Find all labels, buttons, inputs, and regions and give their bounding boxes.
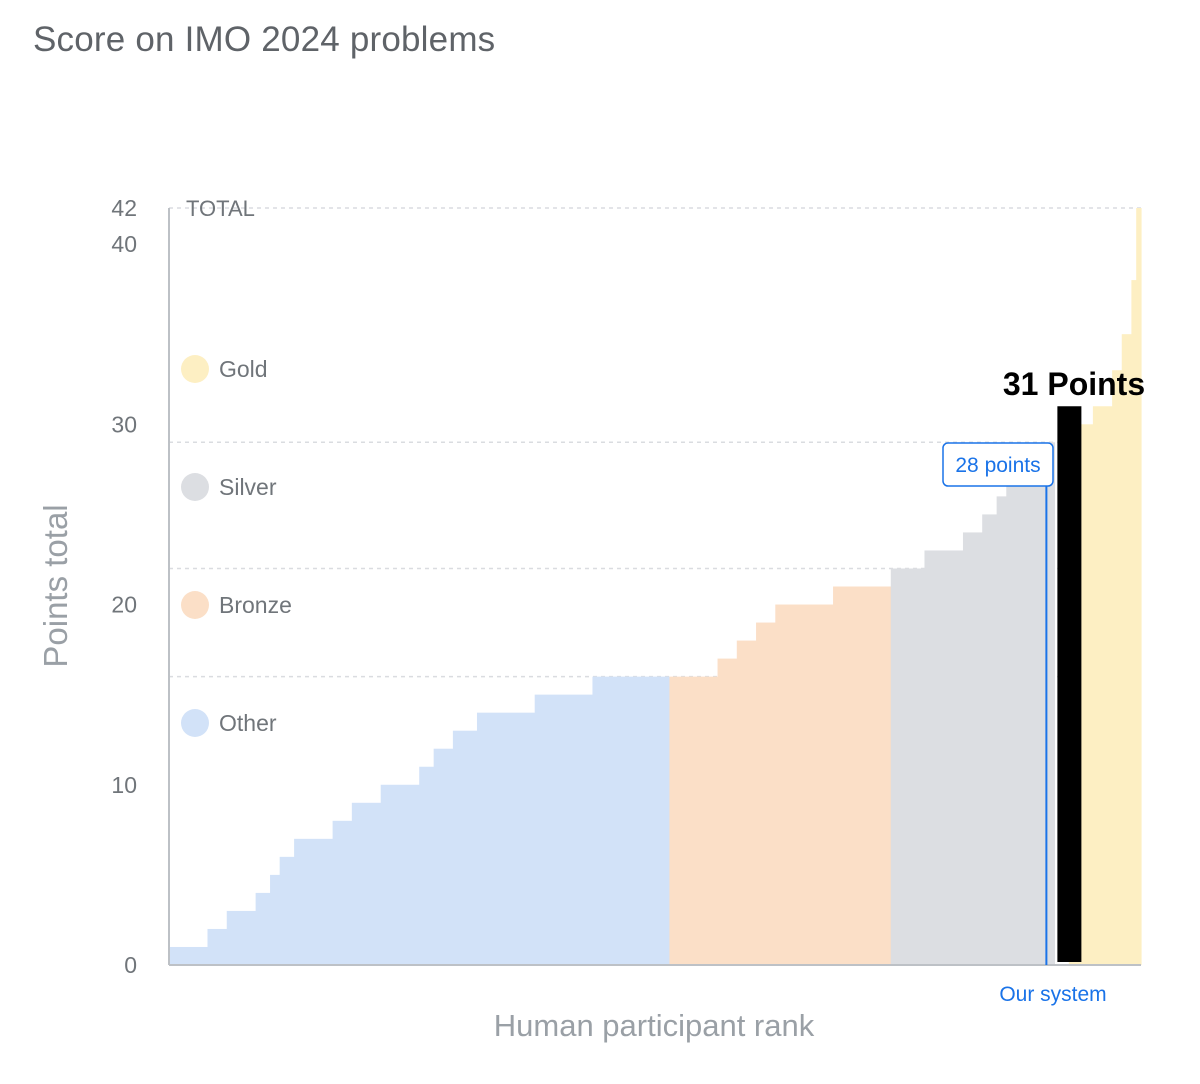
legend-swatch bbox=[181, 473, 209, 501]
x-axis-title: Human participant rank bbox=[494, 1008, 815, 1043]
participant-bar bbox=[1136, 208, 1142, 965]
participant-bar bbox=[452, 730, 478, 965]
y-tick-label: 30 bbox=[111, 411, 137, 437]
legend-swatch bbox=[181, 355, 209, 383]
participant-bar bbox=[433, 748, 454, 965]
participant-bar bbox=[669, 676, 719, 965]
highlight-bar bbox=[1057, 406, 1082, 962]
participant-bar bbox=[1035, 460, 1046, 965]
y-axis-title: Points total bbox=[37, 504, 74, 667]
participant-bar bbox=[736, 640, 757, 965]
legend-swatch bbox=[181, 709, 209, 737]
axes bbox=[168, 208, 1141, 966]
participant-bar bbox=[1044, 442, 1055, 965]
participant-bar bbox=[419, 766, 435, 965]
our-system-marker: 28 points Our system bbox=[942, 442, 1107, 1006]
participant-bar bbox=[924, 550, 964, 965]
participant-bar bbox=[476, 712, 536, 965]
y-tick-label: 42 bbox=[111, 195, 137, 221]
legend-label: Gold bbox=[219, 356, 268, 382]
participant-bar bbox=[1092, 406, 1113, 965]
participant-bar bbox=[833, 586, 892, 965]
y-tick-label: 10 bbox=[111, 772, 137, 798]
participant-bar bbox=[1112, 370, 1123, 965]
legend-label: Other bbox=[219, 710, 277, 736]
participant-bar bbox=[351, 802, 382, 965]
legend-swatch bbox=[181, 591, 209, 619]
participant-bar bbox=[775, 604, 834, 965]
y-tick-label: 20 bbox=[111, 592, 137, 618]
legend-label: Silver bbox=[219, 474, 277, 500]
participant-bar bbox=[226, 910, 257, 965]
participant-bar bbox=[279, 856, 295, 965]
participant-bar bbox=[756, 622, 776, 965]
y-tick-labels: 0 10 20 30 40 42 bbox=[111, 195, 137, 978]
participant-bar bbox=[890, 568, 926, 965]
legend: Gold Silver Bronze Other bbox=[181, 355, 292, 737]
system-axis-label: Our system bbox=[999, 983, 1106, 1006]
participant-bar bbox=[534, 694, 594, 965]
participant-bar bbox=[270, 874, 281, 965]
y-tick-label: 40 bbox=[111, 231, 137, 257]
participant-bar bbox=[962, 532, 983, 965]
highlight-label: 31 Points bbox=[1003, 366, 1145, 402]
participant-bar bbox=[294, 838, 334, 965]
participant-bar bbox=[982, 514, 998, 965]
participant-bar bbox=[380, 784, 420, 965]
participant-bar bbox=[1121, 334, 1132, 966]
y-tick-label: 0 bbox=[124, 952, 137, 978]
system-callout-label: 28 points bbox=[955, 454, 1040, 477]
total-label: TOTAL bbox=[186, 196, 255, 221]
participant-bar bbox=[717, 658, 738, 965]
participant-bars bbox=[169, 208, 1142, 966]
chart-title: Score on IMO 2024 problems bbox=[33, 20, 496, 59]
participant-bar bbox=[207, 928, 228, 965]
legend-label: Bronze bbox=[219, 592, 292, 618]
system-callout-box bbox=[942, 442, 1054, 487]
participant-bar bbox=[1006, 478, 1036, 965]
participant-bar bbox=[996, 496, 1007, 965]
participant-bar bbox=[592, 676, 671, 965]
participant-bar bbox=[1131, 280, 1137, 966]
participant-bar bbox=[169, 946, 209, 965]
participant-bar bbox=[332, 820, 353, 965]
participant-bar bbox=[255, 892, 271, 965]
